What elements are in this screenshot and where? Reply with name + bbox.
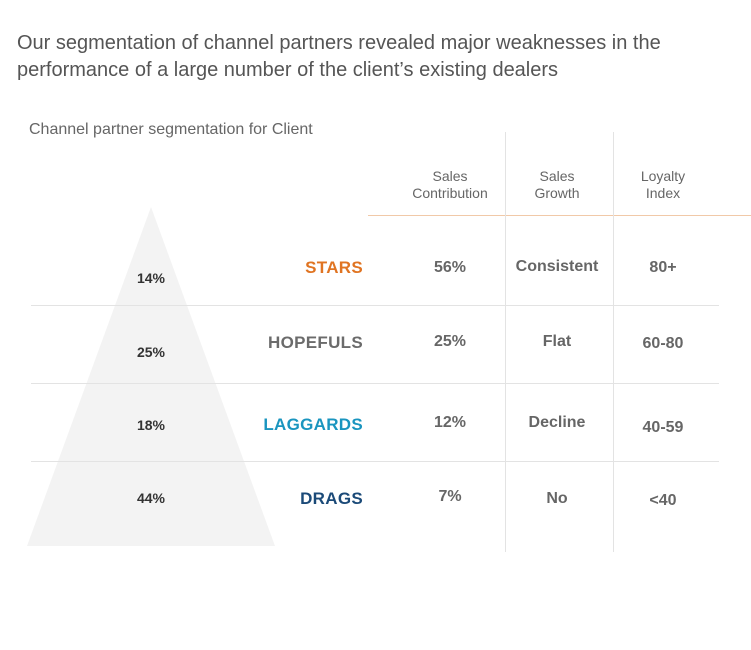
column-header-sales-contribution: Sales Contribution [412,168,488,201]
sales-growth-stars: Consistent [515,258,599,275]
loyalty-index-laggards: 40-59 [642,419,684,436]
segment-label-laggards: LAGGARDS [263,415,363,434]
row-divider-1 [31,305,719,306]
sales-contribution-stars: 56% [433,259,467,276]
sales-growth-laggards: Decline [528,414,586,431]
segment-label-drags: DRAGS [300,489,363,508]
row-divider-3 [31,461,719,462]
segment-label-hopefuls: HOPEFULS [268,333,363,352]
sales-growth-drags: No [546,490,568,507]
column-header-loyalty-index: Loyalty Index [640,168,686,201]
header-divider [368,215,751,216]
column-divider-2 [613,132,614,552]
segment-share-laggards: 18% [136,417,166,433]
sales-contribution-drags: 7% [438,488,462,505]
chart-subtitle: Channel partner segmentation for Client [29,121,313,138]
sales-growth-hopefuls: Flat [542,333,572,350]
sales-contribution-laggards: 12% [433,414,467,431]
loyalty-index-drags: <40 [649,492,677,509]
segment-share-hopefuls: 25% [136,344,166,360]
column-header-sales-growth: Sales Growth [534,168,580,201]
sales-contribution-hopefuls: 25% [433,333,467,350]
row-divider-2 [31,383,719,384]
segment-share-drags: 44% [136,490,166,506]
loyalty-index-stars: 80+ [649,259,677,276]
page-headline: Our segmentation of channel partners rev… [17,32,661,81]
segment-label-stars: STARS [305,258,363,277]
column-divider-1 [505,132,506,552]
loyalty-index-hopefuls: 60-80 [642,335,684,352]
segment-share-stars: 14% [136,270,166,286]
